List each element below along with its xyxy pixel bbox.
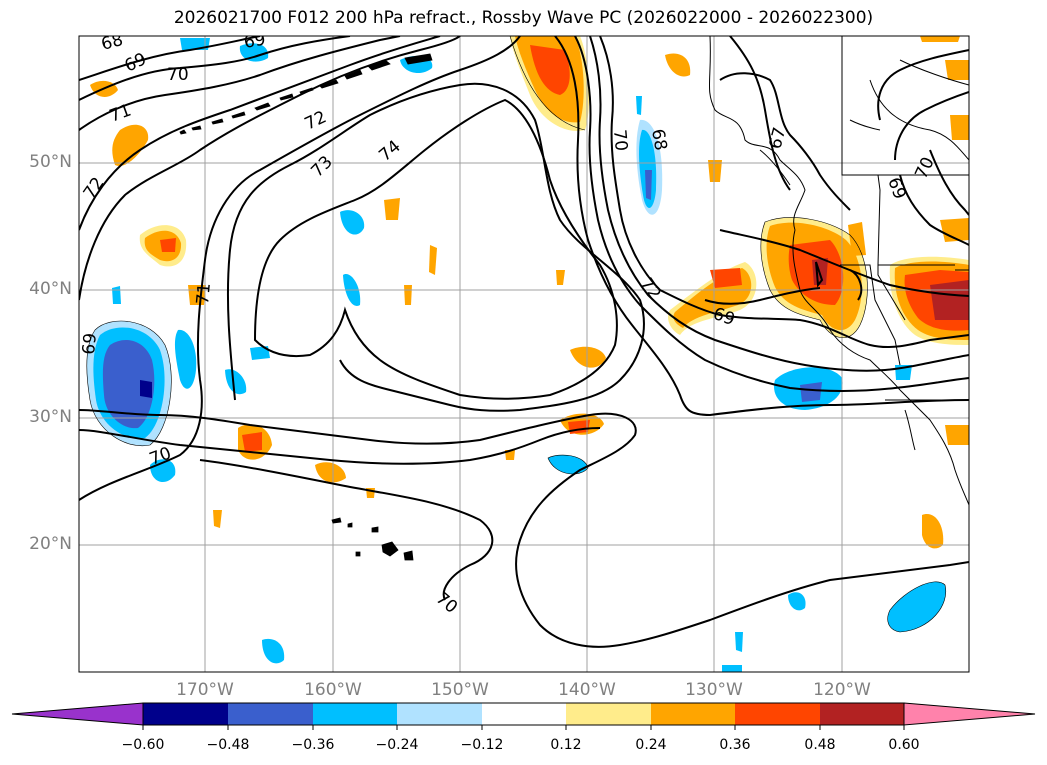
grid-lines (79, 36, 969, 672)
map-title: 2026021700 F012 200 hPa refract., Rossby… (173, 8, 874, 28)
lat-label-40n: 40°N (29, 279, 72, 299)
contour-label: 69 (79, 332, 101, 355)
islands (179, 53, 433, 561)
refractivity-contours (79, 36, 969, 648)
colorbar-bin (820, 703, 904, 725)
colorbar-tick-label: −0.24 (375, 737, 419, 753)
colorbar-bin (566, 703, 651, 725)
colorbar-bin (313, 703, 397, 725)
lon-label-160w: 160°W (304, 680, 362, 700)
colorbar-tick-label: −0.12 (460, 737, 504, 753)
lon-label-170w: 170°W (176, 680, 234, 700)
lat-label-50n: 50°N (29, 152, 72, 172)
contour-label: 68 (99, 30, 125, 55)
map-frame (78, 35, 970, 673)
colorbar-over-extension (903, 702, 1036, 726)
colorbar-tick-label: 0.24 (635, 737, 667, 753)
colorbar-bin (482, 703, 566, 725)
lon-label-130w: 130°W (685, 680, 743, 700)
contour-label: 69 (242, 29, 267, 52)
colorbar-tick-label: 0.12 (550, 737, 582, 753)
contour-label: 70 (167, 65, 189, 85)
colorbar-bin (397, 703, 482, 725)
colorbar-tick-label: 0.60 (888, 737, 920, 753)
colorbar-bin (735, 703, 820, 725)
colorbar (11, 702, 1036, 730)
colorbar-bin (228, 703, 313, 725)
colorbar-tick-label: 0.48 (804, 737, 836, 753)
colorbar-tick-label: 0.36 (719, 737, 751, 753)
contour-label: 71 (193, 282, 215, 305)
lon-label-150w: 150°W (431, 680, 489, 700)
lon-label-120w: 120°W (813, 680, 871, 700)
lon-label-140w: 140°W (558, 680, 616, 700)
colorbar-bin (651, 703, 735, 725)
colorbar-tick-label: −0.48 (206, 737, 250, 753)
lat-label-30n: 30°N (29, 407, 72, 427)
colorbar-bin (143, 703, 228, 725)
colorbar-under-extension (11, 702, 144, 726)
lat-label-20n: 20°N (29, 534, 72, 554)
contour-label: 70 (609, 129, 631, 152)
colorbar-tick-label: −0.36 (291, 737, 335, 753)
contour-label: 68 (647, 127, 670, 152)
colorbar-tick-label: −0.60 (121, 737, 165, 753)
map-area (79, 36, 969, 672)
